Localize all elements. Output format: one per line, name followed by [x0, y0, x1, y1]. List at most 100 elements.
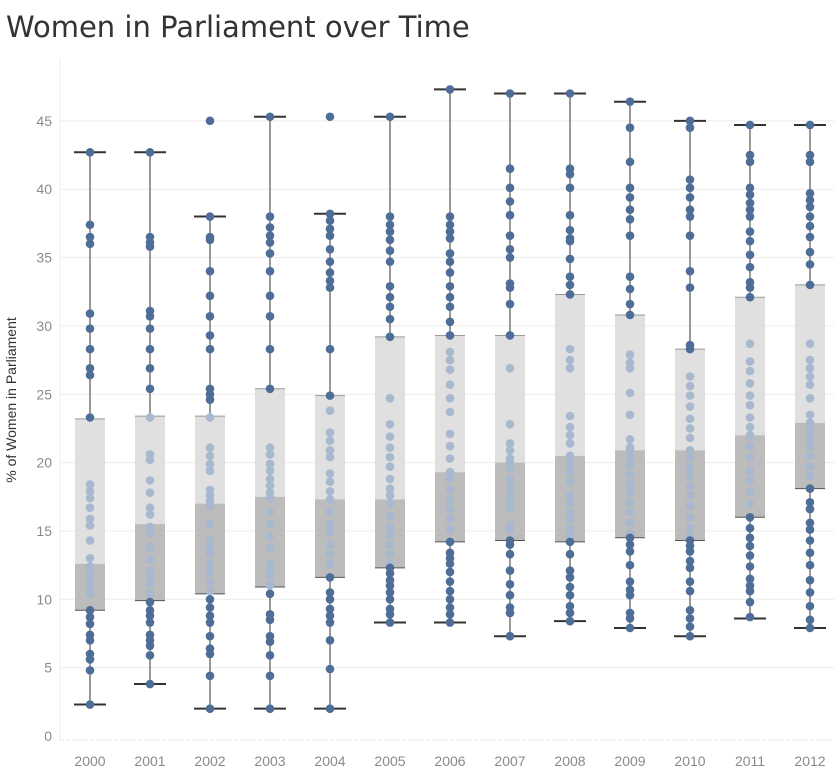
data-point-2001 [145, 147, 155, 157]
data-point-2008 [565, 508, 575, 518]
data-point-2003 [265, 249, 275, 258]
data-point-2005 [385, 595, 395, 604]
data-point-2004 [325, 436, 335, 446]
data-point-2011 [745, 487, 755, 496]
data-point-2001 [145, 384, 155, 394]
data-point-2002 [205, 291, 215, 301]
data-point-2004 [325, 507, 335, 517]
data-point-2000 [85, 493, 95, 503]
data-point-2008 [565, 344, 575, 354]
data-point-2005 [385, 474, 395, 484]
data-point-2006 [445, 220, 455, 230]
data-point-2010 [685, 471, 695, 481]
data-point-2000 [85, 232, 95, 242]
data-point-2005 [385, 257, 395, 266]
data-point-2006 [445, 514, 455, 523]
data-point-2008 [565, 89, 575, 98]
data-point-2006 [445, 407, 455, 417]
data-point-2000 [85, 582, 95, 592]
data-point-2002 [205, 595, 215, 604]
data-point-2012 [805, 355, 815, 365]
data-point-2009 [625, 540, 635, 549]
data-point-2003 [265, 651, 275, 660]
x-tick-label: 2002 [194, 753, 225, 769]
x-tick-label: 2004 [314, 753, 345, 769]
data-point-2006 [445, 485, 455, 495]
data-point-2004 [325, 112, 335, 122]
data-point-2001 [145, 324, 155, 333]
data-point-2003 [265, 481, 275, 491]
data-point-2008 [565, 477, 575, 487]
data-point-2012 [805, 202, 815, 212]
data-point-2010 [685, 563, 695, 573]
y-tick-label: 35 [36, 250, 52, 266]
data-point-2008 [565, 254, 575, 264]
data-point-2009 [625, 445, 635, 455]
data-point-2000 [85, 344, 95, 354]
data-point-2008 [565, 290, 575, 299]
data-point-2011 [745, 523, 755, 533]
data-point-2002 [205, 549, 215, 559]
data-point-2008 [565, 525, 575, 534]
data-point-2006 [445, 394, 455, 403]
data-point-2012 [805, 462, 815, 472]
data-point-2012 [805, 504, 815, 514]
data-point-2010 [685, 283, 695, 292]
data-point-2008 [565, 183, 575, 193]
data-point-2009 [625, 410, 635, 420]
data-point-2002 [205, 519, 215, 529]
data-point-2005 [385, 314, 395, 324]
data-point-2005 [385, 332, 395, 342]
data-point-2010 [685, 344, 695, 354]
data-point-2009 [625, 497, 635, 507]
data-point-2002 [205, 502, 215, 511]
data-point-2010 [685, 414, 695, 424]
data-point-2009 [625, 193, 635, 202]
data-point-2010 [685, 577, 695, 586]
data-point-2004 [325, 573, 335, 582]
data-point-2011 [745, 562, 755, 571]
data-point-2012 [805, 615, 815, 625]
data-point-2010 [685, 512, 695, 522]
data-point-2011 [745, 236, 755, 246]
data-point-2012 [805, 221, 815, 231]
data-point-2002 [205, 704, 215, 713]
data-point-2005 [385, 443, 395, 452]
data-point-2007 [505, 420, 515, 429]
data-point-2002 [205, 559, 215, 569]
data-point-2003 [265, 231, 275, 240]
data-point-2011 [745, 339, 755, 348]
data-point-2005 [385, 235, 395, 245]
data-point-2000 [85, 239, 95, 249]
data-point-2008 [565, 210, 575, 220]
data-point-2008 [565, 169, 575, 179]
data-point-2004 [325, 231, 335, 240]
data-point-2001 [145, 589, 155, 599]
data-point-2004 [325, 495, 335, 504]
data-point-2010 [685, 402, 695, 411]
data-point-2008 [565, 601, 575, 611]
data-point-2012 [805, 518, 815, 528]
data-point-2010 [685, 445, 695, 455]
data-point-2011 [745, 283, 755, 292]
data-point-2003 [265, 589, 275, 599]
data-point-2002 [205, 459, 215, 469]
data-point-2008 [565, 451, 575, 461]
data-point-2006 [445, 257, 455, 266]
data-point-2012 [805, 497, 815, 507]
data-point-2002 [205, 235, 215, 245]
data-point-2001 [145, 455, 155, 465]
data-point-2009 [625, 452, 635, 462]
data-point-2005 [385, 491, 395, 500]
data-point-2010 [685, 556, 695, 566]
data-point-2008 [565, 616, 575, 626]
data-point-2004 [325, 540, 335, 549]
data-point-2000 [85, 324, 95, 333]
data-point-2001 [145, 510, 155, 519]
data-point-2007 [505, 439, 515, 448]
data-point-2001 [145, 641, 155, 651]
data-point-2010 [685, 193, 695, 202]
data-point-2002 [205, 543, 215, 552]
data-point-2000 [85, 480, 95, 489]
